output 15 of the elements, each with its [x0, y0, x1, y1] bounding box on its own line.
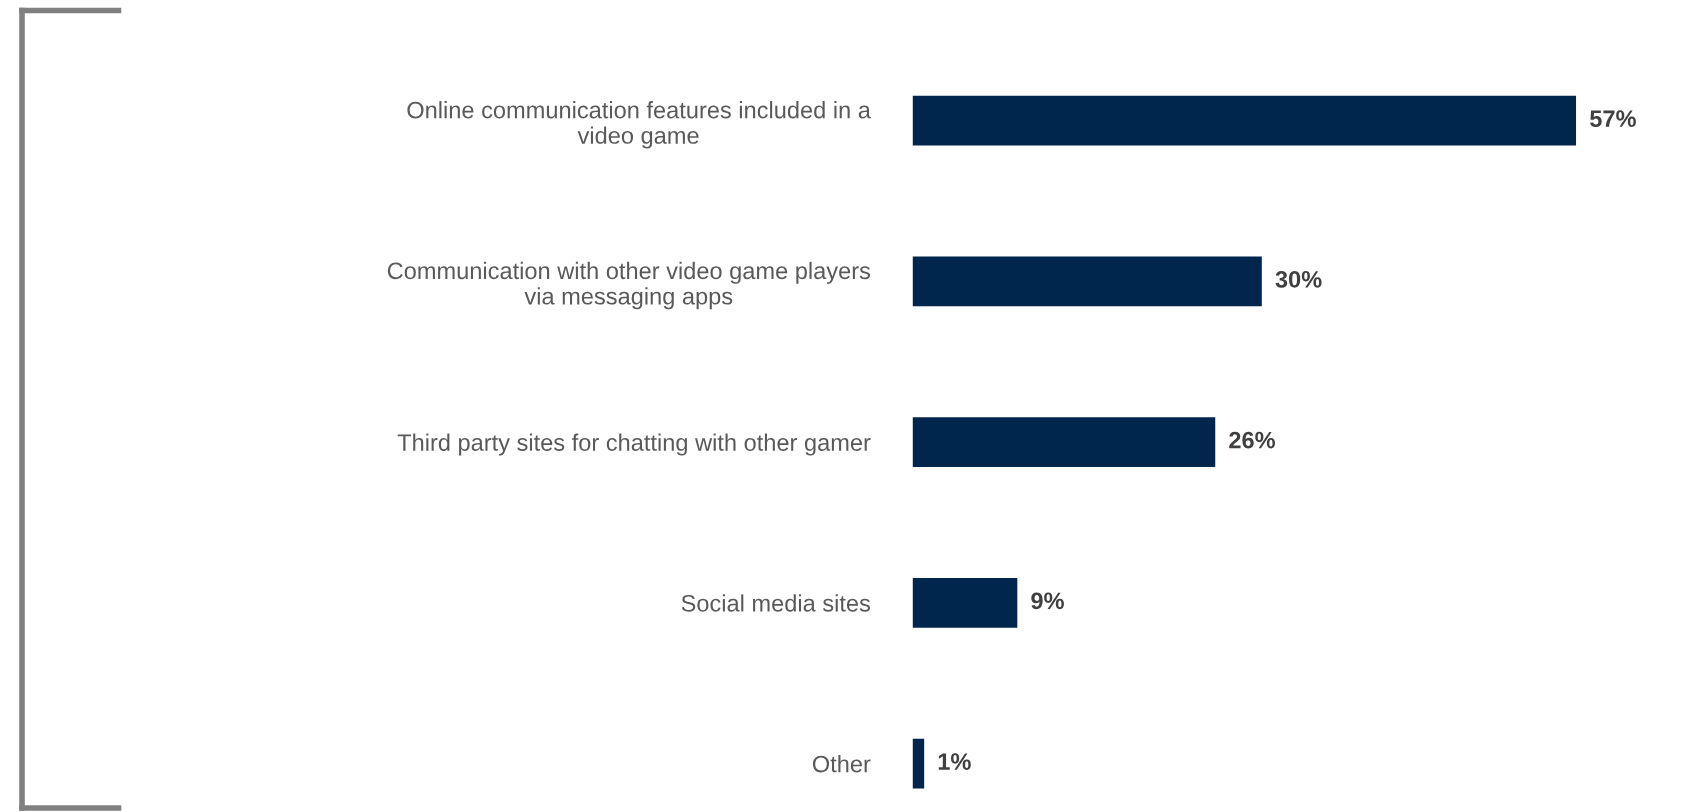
bar [912, 738, 925, 789]
bar [912, 256, 1262, 307]
bar [912, 95, 1577, 146]
data-label: 26% [1229, 431, 1275, 449]
data-label: 9% [1031, 592, 1064, 610]
data-label: 1% [938, 753, 971, 770]
data-label: 30% [1275, 271, 1322, 288]
y-tick-label: Online communication features included in a video game [407, 101, 871, 149]
data-label: 57% [1590, 110, 1636, 127]
y-tick-label: Other [812, 755, 871, 773]
bar [912, 417, 1216, 468]
y-tick-label: Social media sites [681, 594, 871, 612]
y-tick-label: Communication with other video game players via messaging apps [387, 261, 871, 310]
y-tick-label: Third party sites for chatting with other gamer [397, 433, 871, 456]
bar [912, 577, 1018, 628]
